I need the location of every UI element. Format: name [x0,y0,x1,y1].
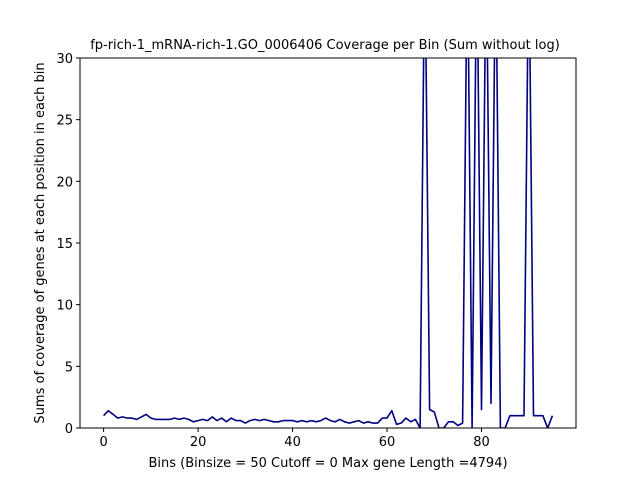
x-tick-label: 60 [379,435,396,450]
y-tick-label: 15 [56,237,73,252]
y-tick-label: 10 [56,299,73,314]
y-tick-label: 20 [56,175,73,190]
y-tick-label: 25 [56,114,73,129]
x-tick-label: 80 [473,435,490,450]
y-axis-title: Sums of coverage of genes at each positi… [33,62,48,423]
series-layer [103,58,554,428]
x-axis-title: Bins (Binsize = 50 Cutoff = 0 Max gene L… [148,456,507,471]
x-tick-label: 40 [284,435,301,450]
plot-area [80,58,576,428]
x-tick-label: 20 [190,435,207,450]
y-tick-label: 30 [56,52,73,67]
plot-frame [79,57,577,429]
coverage-series-line [103,58,554,428]
y-tick-label: 0 [65,422,73,437]
y-tick-label: 5 [65,360,73,375]
ticks-layer: 0 20 40 60 80 0 5 10 15 20 25 30 [56,52,489,450]
x-tick-label: 0 [99,435,107,450]
chart-title: fp-rich-1_mRNA-rich-1.GO_0006406 Coverag… [90,38,560,53]
